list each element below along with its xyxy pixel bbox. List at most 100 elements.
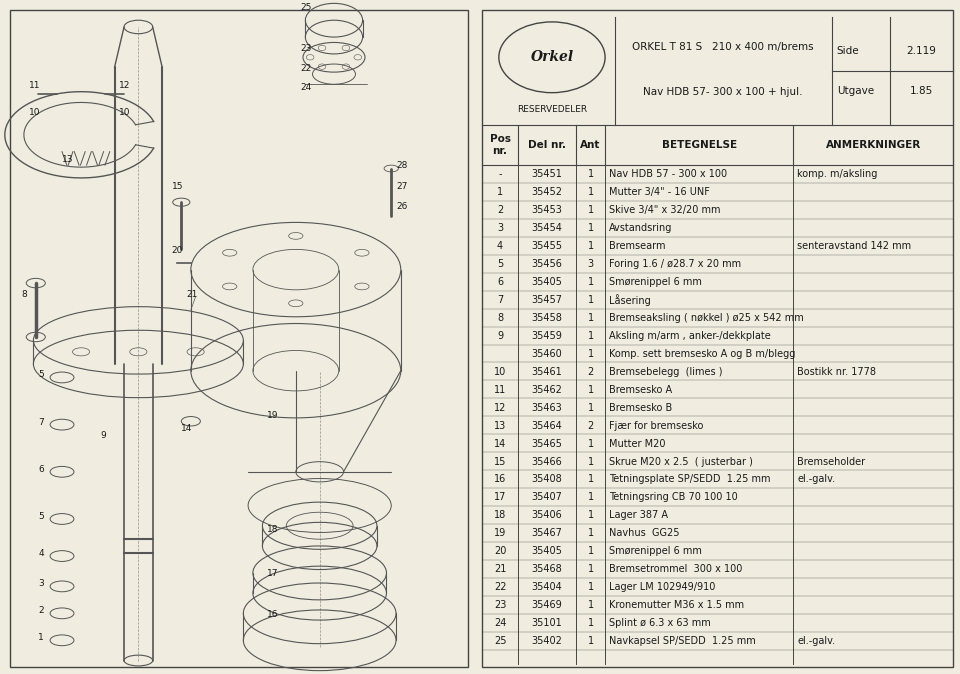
- Text: 6: 6: [497, 277, 503, 287]
- Text: 23: 23: [300, 44, 312, 53]
- Text: 22: 22: [300, 64, 312, 73]
- Text: 10: 10: [494, 367, 506, 377]
- Text: 22: 22: [493, 582, 506, 592]
- Text: 35454: 35454: [532, 223, 563, 233]
- Text: 17: 17: [493, 493, 506, 502]
- Text: 35407: 35407: [532, 493, 563, 502]
- Text: Mutter M20: Mutter M20: [609, 439, 665, 449]
- Text: Tetningsring CB 70 100 10: Tetningsring CB 70 100 10: [609, 493, 737, 502]
- Text: 26: 26: [396, 202, 407, 211]
- Text: 19: 19: [494, 528, 506, 539]
- Text: 13: 13: [62, 155, 74, 164]
- Text: 35455: 35455: [532, 241, 563, 251]
- Text: Ant: Ant: [581, 140, 601, 150]
- Text: 23: 23: [493, 600, 506, 610]
- Text: Lager 387 A: Lager 387 A: [609, 510, 668, 520]
- Text: 14: 14: [494, 439, 506, 449]
- Text: 35469: 35469: [532, 600, 563, 610]
- Text: 1: 1: [588, 439, 593, 449]
- Text: Kronemutter M36 x 1.5 mm: Kronemutter M36 x 1.5 mm: [609, 600, 744, 610]
- Text: 1: 1: [588, 277, 593, 287]
- Text: 24: 24: [300, 84, 312, 92]
- Text: 1: 1: [588, 331, 593, 341]
- Text: 1: 1: [588, 385, 593, 395]
- Text: Utgave: Utgave: [837, 86, 874, 96]
- Text: 24: 24: [493, 618, 506, 628]
- Text: 13: 13: [494, 421, 506, 431]
- Text: Nav HDB 57 - 300 x 100: Nav HDB 57 - 300 x 100: [609, 169, 727, 179]
- Text: 11: 11: [29, 81, 40, 90]
- Text: 5: 5: [497, 259, 503, 269]
- Text: 35405: 35405: [532, 546, 563, 556]
- Text: Pos
nr.: Pos nr.: [490, 134, 511, 156]
- Text: Bremsesko A: Bremsesko A: [609, 385, 672, 395]
- Text: Låsering: Låsering: [609, 294, 651, 306]
- Text: Skive 3/4" x 32/20 mm: Skive 3/4" x 32/20 mm: [609, 206, 720, 215]
- Text: 6: 6: [38, 465, 44, 474]
- Text: 1: 1: [588, 169, 593, 179]
- Text: 5: 5: [38, 512, 44, 521]
- Text: 35463: 35463: [532, 402, 563, 412]
- Text: 9: 9: [100, 431, 106, 440]
- Text: 1: 1: [588, 546, 593, 556]
- Text: 35460: 35460: [532, 349, 563, 359]
- Text: 16: 16: [494, 474, 506, 485]
- Text: 2: 2: [38, 607, 44, 615]
- Text: 21: 21: [186, 290, 198, 299]
- Text: 35459: 35459: [532, 331, 563, 341]
- Text: 1: 1: [588, 187, 593, 197]
- Text: 2: 2: [588, 367, 593, 377]
- Text: 12: 12: [493, 402, 506, 412]
- Text: 35467: 35467: [532, 528, 563, 539]
- Text: 1: 1: [588, 402, 593, 412]
- Text: 35456: 35456: [532, 259, 563, 269]
- Text: Navkapsel SP/SEDD  1.25 mm: Navkapsel SP/SEDD 1.25 mm: [609, 636, 756, 646]
- Text: Bremseaksling ( nøkkel ) ø25 x 542 mm: Bremseaksling ( nøkkel ) ø25 x 542 mm: [609, 313, 804, 323]
- Text: 1: 1: [38, 634, 44, 642]
- Text: 21: 21: [493, 564, 506, 574]
- Text: 35457: 35457: [532, 295, 563, 305]
- Text: 15: 15: [172, 182, 183, 191]
- Text: -: -: [498, 169, 502, 179]
- Text: el.-galv.: el.-galv.: [797, 636, 835, 646]
- Text: 1: 1: [588, 349, 593, 359]
- Text: 35451: 35451: [532, 169, 563, 179]
- Text: 1: 1: [588, 493, 593, 502]
- Text: 15: 15: [493, 456, 506, 466]
- Text: 35101: 35101: [532, 618, 563, 628]
- Text: BETEGNELSE: BETEGNELSE: [661, 140, 737, 150]
- Text: 1: 1: [497, 187, 503, 197]
- Text: Bremsearm: Bremsearm: [609, 241, 665, 251]
- Text: ORKEL T 81 S   210 x 400 m/brems: ORKEL T 81 S 210 x 400 m/brems: [632, 42, 813, 52]
- Text: 8: 8: [497, 313, 503, 323]
- Text: Aksling m/arm , anker-/dekkplate: Aksling m/arm , anker-/dekkplate: [609, 331, 771, 341]
- Text: 2.119: 2.119: [906, 46, 936, 55]
- Text: Fjær for bremsesko: Fjær for bremsesko: [609, 421, 704, 431]
- Text: Nav HDB 57- 300 x 100 + hjul.: Nav HDB 57- 300 x 100 + hjul.: [642, 88, 803, 97]
- Text: 1: 1: [588, 636, 593, 646]
- Text: 1: 1: [588, 474, 593, 485]
- Text: el.-galv.: el.-galv.: [797, 474, 835, 485]
- Text: 1: 1: [588, 582, 593, 592]
- Text: 2: 2: [588, 421, 593, 431]
- Text: Komp. sett bremsesko A og B m/blegg: Komp. sett bremsesko A og B m/blegg: [609, 349, 795, 359]
- Text: Bremseholder: Bremseholder: [797, 456, 865, 466]
- Text: Lager LM 102949/910: Lager LM 102949/910: [609, 582, 715, 592]
- Text: 7: 7: [38, 418, 44, 427]
- Text: 35404: 35404: [532, 582, 563, 592]
- Text: 1: 1: [588, 206, 593, 215]
- Text: 17: 17: [267, 570, 278, 578]
- Text: 35406: 35406: [532, 510, 563, 520]
- Text: ANMERKNINGER: ANMERKNINGER: [826, 140, 921, 150]
- Text: 35461: 35461: [532, 367, 563, 377]
- Text: 35466: 35466: [532, 456, 563, 466]
- Text: 25: 25: [493, 636, 506, 646]
- Text: Bremsebelegg  (limes ): Bremsebelegg (limes ): [609, 367, 723, 377]
- Text: 1: 1: [588, 313, 593, 323]
- Text: 35458: 35458: [532, 313, 563, 323]
- Text: Splint ø 6.3 x 63 mm: Splint ø 6.3 x 63 mm: [609, 618, 710, 628]
- Text: Orkel: Orkel: [531, 51, 573, 64]
- Text: Del nr.: Del nr.: [528, 140, 566, 150]
- Text: 3: 3: [588, 259, 593, 269]
- Text: 11: 11: [494, 385, 506, 395]
